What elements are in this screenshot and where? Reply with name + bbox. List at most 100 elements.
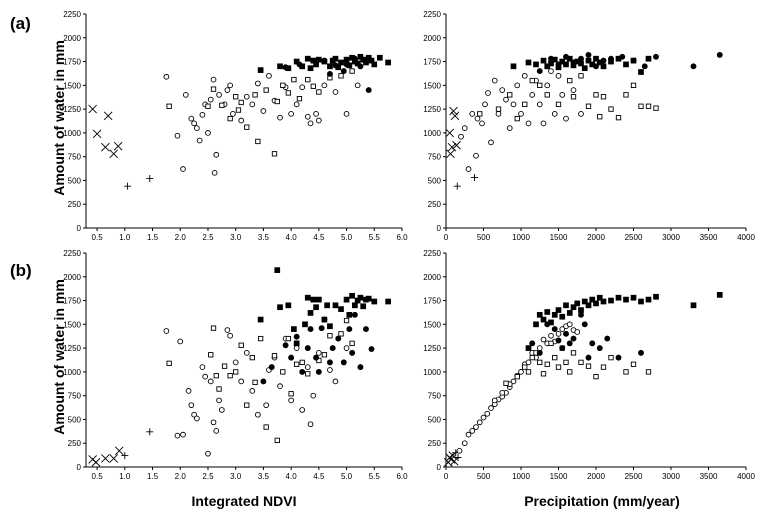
data-point-filled-circle [529, 340, 536, 347]
data-point-cross [114, 446, 124, 456]
data-point-open-circle [216, 91, 222, 98]
data-point-open-circle [469, 428, 476, 434]
x-tick-label: 4.0 [286, 233, 298, 242]
x-tick-label: 1.5 [147, 472, 159, 481]
y-tick-label: 1000 [423, 368, 441, 377]
data-point-filled-circle [630, 57, 637, 64]
data-point-open-circle [566, 321, 573, 328]
data-point-open-circle [548, 332, 554, 339]
data-point-open-circle [163, 73, 170, 80]
data-point-open-circle [227, 82, 233, 89]
y-tick-label: 250 [428, 439, 442, 448]
data-point-filled-square [304, 294, 311, 301]
data-point-open-circle [177, 338, 184, 345]
data-point-open-square [244, 402, 250, 408]
data-point-open-circle [227, 332, 233, 339]
data-point-filled-circle [321, 57, 328, 64]
y-tick-label: 500 [68, 176, 82, 185]
x-tick-label: 5.5 [369, 233, 381, 242]
data-point-filled-circle [641, 63, 648, 70]
data-point-filled-square [653, 293, 659, 300]
data-point-open-square [567, 77, 573, 84]
data-point-open-circle [224, 327, 231, 333]
data-point-open-circle [555, 72, 562, 79]
data-point-open-square [570, 350, 577, 356]
data-point-filled-circle [363, 326, 369, 333]
data-point-open-square [514, 115, 520, 122]
data-point-cross [101, 454, 110, 463]
data-point-plus [453, 182, 461, 190]
y-tick-label: 0 [437, 463, 442, 472]
data-point-plus [454, 453, 462, 461]
data-point-open-square [238, 99, 244, 106]
data-point-filled-circle [321, 316, 328, 323]
data-point-filled-circle [548, 55, 554, 62]
data-point-open-circle [521, 72, 528, 79]
data-point-open-circle [321, 82, 328, 89]
data-point-open-square [578, 359, 584, 366]
data-point-open-circle [194, 415, 200, 422]
data-point-filled-circle [349, 349, 356, 356]
data-point-open-circle [232, 359, 239, 366]
data-point-filled-square [363, 59, 369, 66]
y-tick-label: 250 [68, 200, 82, 209]
data-point-filled-square [533, 61, 539, 68]
data-point-open-circle [211, 169, 218, 176]
data-point-open-square [227, 373, 233, 379]
data-point-filled-square [585, 302, 592, 309]
data-point-open-circle [551, 111, 558, 117]
data-point-open-square [537, 359, 543, 366]
data-point-filled-circle [313, 59, 320, 66]
data-point-filled-square [638, 298, 644, 305]
data-point-open-circle [216, 397, 222, 404]
data-point-open-square [615, 115, 622, 121]
y-tick-label: 2250 [423, 10, 441, 19]
y-tick-label: 1500 [63, 320, 81, 329]
data-point-open-circle [207, 96, 214, 103]
y-tick-label: 1250 [423, 344, 441, 353]
data-point-open-circle [555, 330, 562, 337]
data-point-open-square [597, 114, 603, 120]
data-point-open-square [548, 340, 554, 347]
data-point-cross [447, 142, 457, 152]
data-point-cross [103, 111, 113, 121]
data-point-filled-circle [604, 335, 611, 342]
data-point-open-square [280, 369, 286, 375]
data-point-filled-square [630, 294, 637, 301]
data-point-open-square [291, 76, 297, 83]
data-point-open-square [321, 352, 328, 358]
data-point-open-square [166, 360, 172, 366]
y-axis-title-a: Amount of water in mm [51, 40, 67, 196]
x-tick-label: 1500 [550, 233, 568, 242]
data-point-filled-square [338, 306, 344, 312]
x-tick-label: 2500 [625, 472, 643, 481]
data-point-open-square [514, 373, 520, 380]
data-point-open-circle [518, 369, 524, 375]
data-point-open-circle [224, 87, 231, 93]
y-tick-label: 2000 [63, 273, 81, 282]
data-point-filled-circle [343, 61, 350, 68]
data-point-open-square [567, 369, 573, 375]
y-tick-label: 500 [428, 415, 442, 424]
data-point-open-square [544, 361, 550, 367]
data-point-filled-square [578, 60, 584, 67]
data-point-open-square [233, 94, 239, 100]
data-point-filled-circle [335, 335, 342, 342]
data-point-filled-square [277, 63, 283, 70]
data-point-filled-circle [340, 68, 347, 75]
data-point-filled-square [315, 296, 322, 303]
data-point-open-square [555, 364, 562, 370]
data-point-filled-circle [357, 63, 364, 70]
data-point-open-circle [499, 389, 506, 396]
data-point-open-square [540, 371, 547, 377]
data-point-filled-circle [653, 53, 659, 60]
data-point-filled-circle [619, 53, 626, 60]
data-point-filled-circle [589, 340, 596, 347]
data-point-filled-circle [368, 346, 375, 353]
data-point-open-circle [506, 125, 513, 131]
data-point-open-circle [210, 419, 217, 426]
data-point-filled-square [349, 292, 355, 299]
panel-b-precipitation-scatter: 0 250 500 750 1000 1250 1500 1750 2000 2250 0 500 10… [423, 249, 755, 481]
data-point-filled-circle [563, 53, 569, 60]
